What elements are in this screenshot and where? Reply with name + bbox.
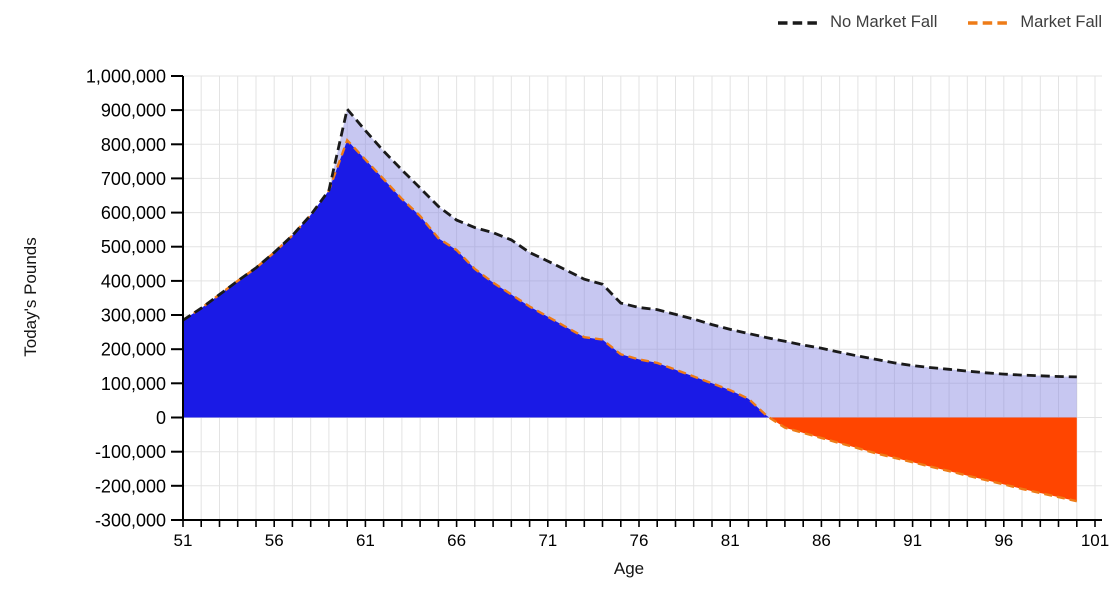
no-market-fall-dash-icon [777,19,821,27]
y-tick-label: 900,000 [101,101,166,121]
y-tick-label: -300,000 [95,511,166,531]
legend-item-no-market-fall[interactable]: No Market Fall [777,13,937,32]
x-tick-label: 56 [265,531,284,550]
area-market-fall-negative [183,417,1077,502]
x-tick-label: 91 [903,531,922,550]
legend-item-label: No Market Fall [830,13,938,31]
x-tick-label: 76 [630,531,649,550]
x-tick-label: 71 [538,531,557,550]
y-tick-label: 700,000 [101,169,166,189]
y-axis-title: Today's Pounds [21,237,40,357]
x-tick-label: 86 [812,531,831,550]
y-tick-label: 200,000 [101,340,166,360]
y-tick-label: 1,000,000 [86,67,166,87]
y-tick-label: -100,000 [95,442,166,462]
legend-item-market-fall[interactable]: Market Fall [967,13,1102,32]
x-tick-label: 51 [174,531,193,550]
y-tick-label: 400,000 [101,271,166,291]
y-tick-label: 300,000 [101,306,166,326]
axes [171,75,1102,527]
tick-labels: -300,000 -200,000 -100,000 0 100,000 200,000 3… [86,67,1109,551]
line-no-market-fall [182,106,1077,379]
x-tick-label: 81 [721,531,740,550]
x-tick-label: 66 [447,531,466,550]
y-tick-label: 600,000 [101,203,166,223]
y-tick-label: 500,000 [101,237,166,257]
x-axis-title: Age [613,559,645,578]
line-market-fall [182,137,1078,503]
area-market-fall-positive [183,140,1077,418]
y-tick-label: 100,000 [101,374,166,394]
y-tick-label: 800,000 [101,135,166,155]
x-tick-label: 101 [1081,531,1109,550]
legend: No Market Fall Market Fall [777,13,1102,32]
market-fall-dash-icon [967,19,1011,27]
x-tick-label: 61 [356,531,375,550]
y-tick-label: 0 [156,408,166,428]
x-tick-label: 96 [994,531,1013,550]
y-tick-label: -200,000 [95,476,166,496]
legend-item-label: Market Fall [1020,13,1102,31]
